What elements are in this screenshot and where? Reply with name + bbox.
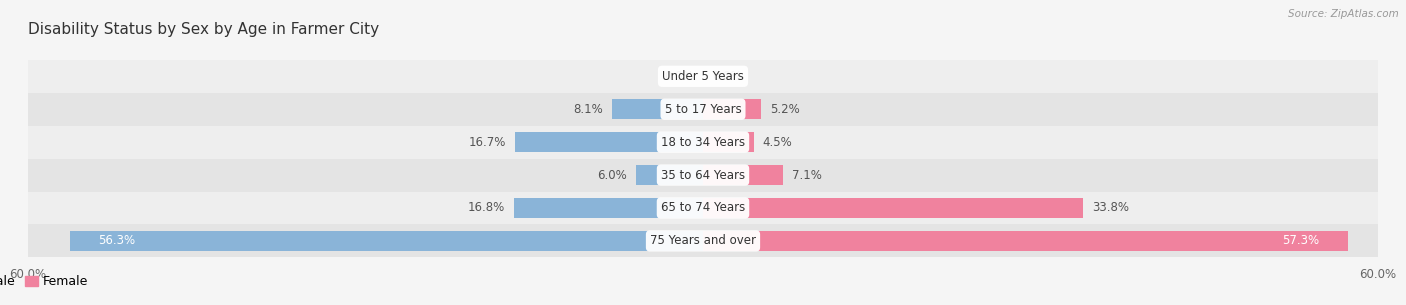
Text: 8.1%: 8.1% xyxy=(574,103,603,116)
Text: 7.1%: 7.1% xyxy=(792,169,821,181)
Bar xyxy=(28,126,1378,159)
Text: 57.3%: 57.3% xyxy=(1282,235,1319,247)
Bar xyxy=(703,198,1083,218)
Bar xyxy=(703,165,783,185)
Text: 65 to 74 Years: 65 to 74 Years xyxy=(661,202,745,214)
Bar xyxy=(515,198,703,218)
Text: 16.8%: 16.8% xyxy=(468,202,505,214)
Bar xyxy=(703,132,754,152)
Text: 0.0%: 0.0% xyxy=(665,70,695,83)
Bar xyxy=(28,93,1378,126)
Bar xyxy=(703,99,762,120)
Bar xyxy=(636,165,703,185)
Text: 35 to 64 Years: 35 to 64 Years xyxy=(661,169,745,181)
Legend: Male, Female: Male, Female xyxy=(0,270,93,293)
Bar xyxy=(70,231,703,251)
Text: 6.0%: 6.0% xyxy=(596,169,627,181)
Bar xyxy=(28,159,1378,192)
Bar xyxy=(28,60,1378,93)
Text: 0.0%: 0.0% xyxy=(711,70,741,83)
Text: Under 5 Years: Under 5 Years xyxy=(662,70,744,83)
Bar xyxy=(515,132,703,152)
Text: 16.7%: 16.7% xyxy=(468,136,506,149)
Bar xyxy=(28,224,1378,257)
Text: 75 Years and over: 75 Years and over xyxy=(650,235,756,247)
Bar xyxy=(612,99,703,120)
Text: Disability Status by Sex by Age in Farmer City: Disability Status by Sex by Age in Farme… xyxy=(28,22,380,37)
Text: 56.3%: 56.3% xyxy=(98,235,135,247)
Text: Source: ZipAtlas.com: Source: ZipAtlas.com xyxy=(1288,9,1399,19)
Text: 5 to 17 Years: 5 to 17 Years xyxy=(665,103,741,116)
Text: 4.5%: 4.5% xyxy=(762,136,793,149)
Text: 5.2%: 5.2% xyxy=(770,103,800,116)
Bar xyxy=(28,192,1378,224)
Bar xyxy=(703,231,1347,251)
Text: 33.8%: 33.8% xyxy=(1092,202,1129,214)
Text: 18 to 34 Years: 18 to 34 Years xyxy=(661,136,745,149)
